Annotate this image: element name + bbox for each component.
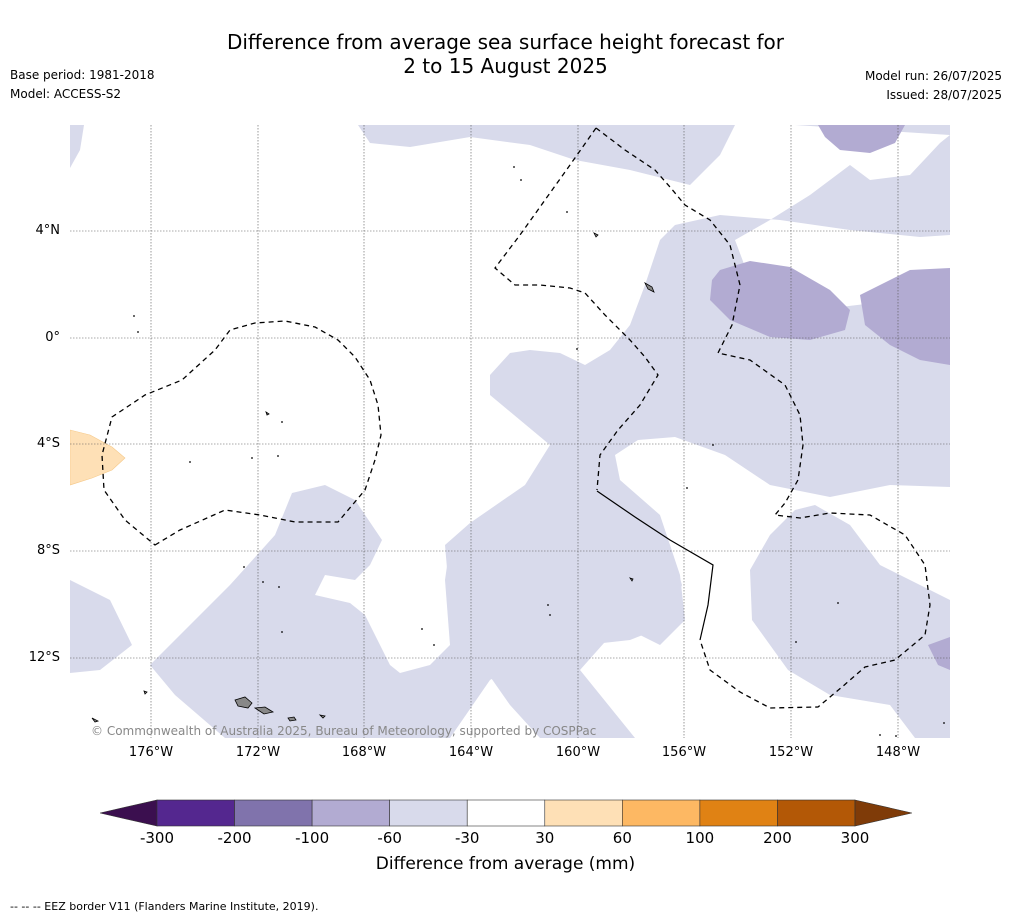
colorbar-tick-label: -300: [139, 829, 175, 847]
title-line-2: 2 to 15 August 2025: [403, 54, 608, 78]
title-line-1: Difference from average sea surface heig…: [226, 30, 785, 54]
lat-label-4s: 4°S: [36, 436, 60, 451]
colorbar-tick-label: 300: [840, 829, 870, 847]
lon-label-160w: 160°W: [555, 745, 601, 760]
colorbar-segment: [466, 799, 546, 827]
eez-source-note: -- -- -- EEZ border V11 (Flanders Marine…: [10, 900, 319, 913]
copyright-notice: © Commonwealth of Australia 2025, Bureau…: [91, 724, 597, 738]
lon-label-176w: 176°W: [128, 745, 174, 760]
colorbar-tick-label: 30: [535, 829, 555, 847]
islands: [91, 232, 655, 723]
colorbar-segment: [544, 799, 623, 827]
lon-label-148w: 148°W: [875, 745, 921, 760]
anomaly-light-purple: [70, 125, 950, 738]
colorbar-title: Difference from average (mm): [375, 854, 636, 874]
colorbar-segment: [777, 799, 856, 827]
lon-label-164w: 164°W: [448, 745, 494, 760]
meta-right: Model run: 26/07/2025 Issued: 28/07/2025: [865, 67, 1002, 105]
colorbar-segment: [234, 799, 313, 827]
lat-label-12s: 12°S: [28, 650, 60, 665]
lon-label-156w: 156°W: [661, 745, 707, 760]
colorbar-tick-label: -200: [217, 829, 252, 847]
colorbar-segment: [156, 799, 235, 827]
colorbar-extend-high: [854, 799, 912, 827]
lat-label-4n: 4°N: [35, 223, 61, 238]
colorbar-tick-label: 200: [763, 829, 792, 847]
meta-left: Base period: 1981-2018 Model: ACCESS-S2: [10, 66, 155, 104]
colorbar: [100, 799, 912, 827]
eez-borders: [101, 127, 931, 709]
lat-label-0: 0°: [45, 330, 60, 345]
colorbar-tick-label: -100: [295, 829, 330, 847]
model-run: Model run: 26/07/2025: [864, 69, 1002, 83]
lon-label-152w: 152°W: [768, 745, 814, 760]
lat-label-8s: 8°S: [36, 543, 60, 558]
graticule: [70, 125, 950, 738]
colorbar-segment: [311, 799, 390, 827]
colorbar-segment: [699, 799, 778, 827]
map-title: Difference from average sea surface heig…: [0, 30, 1011, 78]
colorbar-segment: [389, 799, 468, 827]
sea-level-map: [70, 125, 950, 738]
model-name: Model: ACCESS-S2: [10, 87, 122, 101]
anomaly-mid-purple: [710, 125, 950, 670]
lon-label-172w: 172°W: [235, 745, 281, 760]
small-islets: [133, 166, 945, 737]
colorbar-tick-label: 100: [685, 829, 715, 847]
colorbar-tick-label: 60: [612, 829, 632, 847]
lon-label-168w: 168°W: [341, 745, 387, 760]
base-period: Base period: 1981-2018: [10, 68, 155, 82]
colorbar-tick-label: -60: [377, 829, 402, 847]
anomaly-light-orange: [70, 429, 126, 486]
colorbar-tick-label: -30: [454, 829, 480, 847]
solid-boundary: [596, 490, 714, 641]
colorbar-extend-low: [100, 799, 158, 827]
colorbar-segment: [622, 799, 701, 827]
issued-date: Issued: 28/07/2025: [886, 88, 1002, 102]
